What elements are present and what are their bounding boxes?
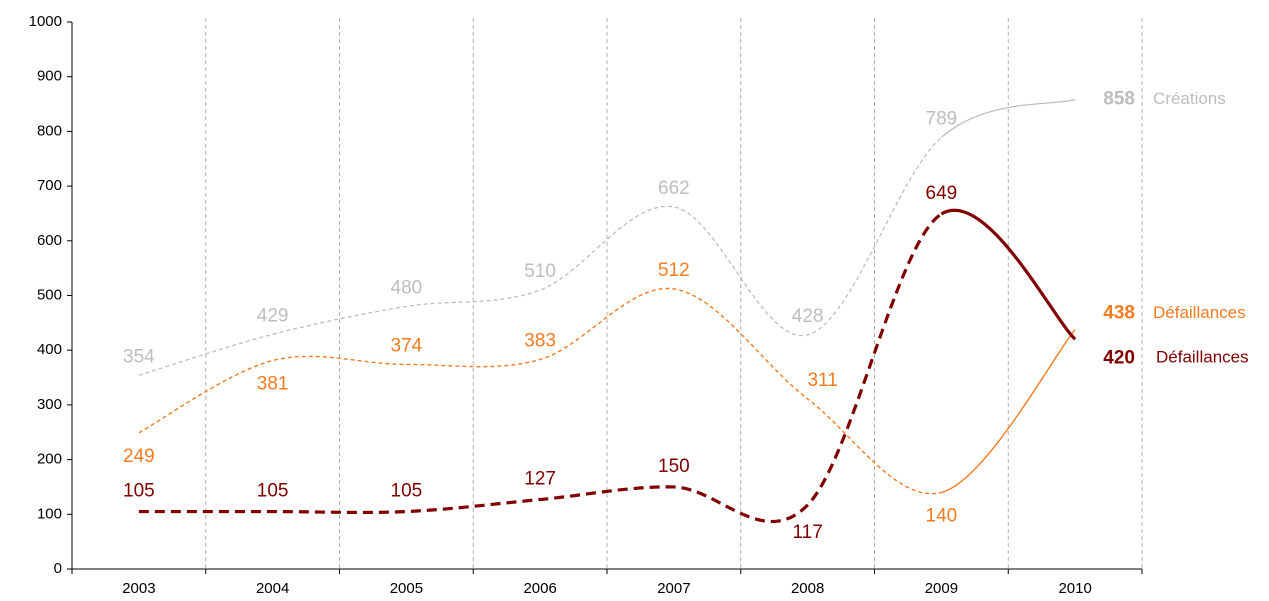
x-tick-label: 2010 xyxy=(1058,580,1091,597)
value-label: 383 xyxy=(524,331,556,352)
y-tick-label: 900 xyxy=(37,68,62,85)
y-tick-label: 800 xyxy=(37,122,62,139)
value-label: 649 xyxy=(926,183,958,204)
x-tick-label: 2006 xyxy=(523,580,556,597)
value-label: 428 xyxy=(792,306,824,327)
y-tick-label: 200 xyxy=(37,451,62,468)
y-tick-label: 400 xyxy=(37,341,62,358)
value-label: 510 xyxy=(524,261,556,282)
value-label: 512 xyxy=(658,260,690,281)
end-value-label: 420 xyxy=(1103,347,1135,368)
series-name: Défaillances xyxy=(1153,303,1246,322)
x-tick-label: 2009 xyxy=(925,580,958,597)
y-tick-label: 700 xyxy=(37,177,62,194)
value-label: 150 xyxy=(658,456,690,477)
value-label: 311 xyxy=(807,370,837,391)
value-label: 789 xyxy=(926,108,958,129)
x-tick-label: 2008 xyxy=(791,580,824,597)
y-tick-label: 500 xyxy=(37,286,62,303)
value-label: 354 xyxy=(123,346,155,367)
y-tick-label: 0 xyxy=(54,560,62,577)
value-label: 105 xyxy=(257,481,289,502)
series-line xyxy=(941,328,1076,494)
y-tick-label: 600 xyxy=(37,232,62,249)
end-value-label: 858 xyxy=(1103,89,1135,110)
value-label: 374 xyxy=(391,335,423,356)
y-tick-label: 100 xyxy=(37,505,62,522)
x-tick-label: 2007 xyxy=(657,580,690,597)
end-value-label: 438 xyxy=(1103,302,1135,323)
x-tick-label: 2003 xyxy=(122,580,155,597)
series-line xyxy=(940,208,1077,341)
x-tick-label: 2004 xyxy=(256,580,289,597)
value-label: 429 xyxy=(257,305,289,326)
series-line xyxy=(138,287,942,495)
value-label: 381 xyxy=(257,374,289,395)
x-tick-label: 2005 xyxy=(390,580,423,597)
y-tick-label: 1000 xyxy=(29,13,62,30)
value-label: 105 xyxy=(391,481,423,502)
value-label: 127 xyxy=(524,469,556,490)
series-name: Défaillances xyxy=(1156,348,1249,367)
value-label: 249 xyxy=(123,446,155,467)
series-name: Créations xyxy=(1153,89,1226,108)
value-label: 480 xyxy=(391,277,423,298)
value-label: 105 xyxy=(123,481,155,502)
series-line xyxy=(138,212,943,524)
value-label: 140 xyxy=(926,505,958,526)
series-line xyxy=(138,136,942,376)
y-tick-label: 300 xyxy=(37,396,62,413)
value-label: 662 xyxy=(658,178,690,199)
series-line xyxy=(940,99,1076,138)
value-label: 117 xyxy=(792,522,822,543)
